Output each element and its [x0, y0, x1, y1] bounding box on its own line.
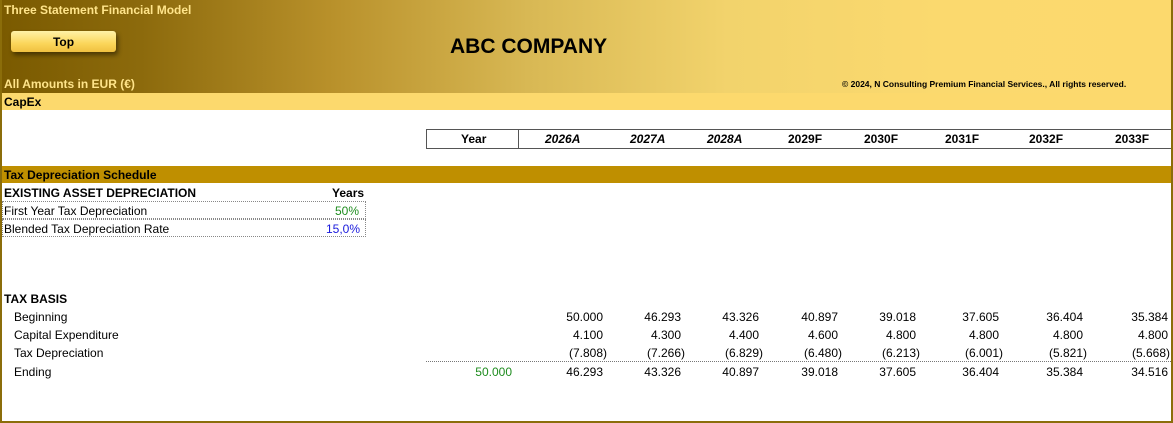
year-col-8: 2033F [1115, 132, 1150, 146]
year-separator [518, 130, 519, 148]
year-col-3: 2028A [707, 132, 743, 146]
row-label-ending: Ending [14, 365, 52, 379]
first-year-row [2, 201, 366, 219]
ending-value: 39.018 [801, 365, 838, 379]
capex-value: 4.400 [728, 328, 759, 342]
beginning-value: 43.326 [722, 310, 759, 324]
beginning-value: 46.293 [644, 310, 681, 324]
tax-depreciation-value: (6.480) [803, 346, 842, 360]
beginning-value: 37.605 [962, 310, 999, 324]
header-banner: Three Statement Financial Model Top ABC … [0, 0, 1173, 93]
beginning-value: 40.897 [801, 310, 838, 324]
years-column-header: Years [332, 186, 365, 200]
blended-rate-row [2, 219, 366, 237]
blended-rate-label: Blended Tax Depreciation Rate [4, 222, 170, 236]
top-button[interactable]: Top [11, 31, 116, 52]
tax-depreciation-value: (6.001) [964, 346, 1003, 360]
row-label-capex: Capital Expenditure [14, 328, 119, 342]
row-label-beginning: Beginning [14, 310, 68, 324]
year-col-1: 2026A [545, 132, 581, 146]
ending-value: 40.897 [722, 365, 759, 379]
year-header-row: Year 2026A 2027A 2028A 2029F 2030F 2031F… [426, 129, 1173, 149]
tax-depreciation-value: (6.829) [724, 346, 763, 360]
tax-depreciation-value: (7.266) [646, 346, 685, 360]
first-year-value[interactable]: 50% [335, 204, 360, 218]
amounts-note: All Amounts in EUR (€) [4, 77, 135, 91]
capex-value: 4.800 [1137, 328, 1168, 342]
year-col-6: 2031F [945, 132, 980, 146]
ending-value: 46.293 [566, 365, 603, 379]
ending-value: 37.605 [879, 365, 916, 379]
app-title: Three Statement Financial Model [4, 3, 192, 17]
copyright-text: © 2024, N Consulting Premium Financial S… [842, 79, 1127, 89]
section-bar-tax-depreciation: Tax Depreciation Schedule [0, 166, 1173, 183]
year-col-2: 2027A [630, 132, 666, 146]
first-year-label: First Year Tax Depreciation [4, 204, 148, 218]
capex-value: 4.300 [650, 328, 681, 342]
tax-depreciation-value: (5.821) [1048, 346, 1087, 360]
beginning-value: 39.018 [879, 310, 916, 324]
capex-value: 4.600 [807, 328, 838, 342]
ending-value: 35.384 [1046, 365, 1083, 379]
year-label: Year [461, 132, 487, 146]
capex-value: 4.800 [885, 328, 916, 342]
ending-value: 36.404 [962, 365, 999, 379]
ending-value: 34.516 [1131, 365, 1168, 379]
year-col-7: 2032F [1029, 132, 1064, 146]
capex-value: 4.800 [1052, 328, 1083, 342]
beginning-value: 35.384 [1131, 310, 1168, 324]
existing-asset-header: EXISTING ASSET DEPRECIATION [4, 186, 197, 200]
blended-rate-value[interactable]: 15,0% [326, 222, 361, 236]
tax-depreciation-value: (6.213) [881, 346, 920, 360]
beginning-value: 50.000 [566, 310, 603, 324]
capex-value: 4.800 [968, 328, 999, 342]
row-label-tax-depreciation: Tax Depreciation [14, 346, 104, 360]
year-col-5: 2030F [864, 132, 899, 146]
capex-value: 4.100 [572, 328, 603, 342]
ending-initial-value[interactable]: 50.000 [475, 365, 512, 379]
section-bar-capex: CapEx [0, 93, 1173, 110]
company-name: ABC COMPANY [450, 35, 608, 58]
tax-depreciation-value: (5.668) [1131, 346, 1170, 360]
ending-value: 43.326 [644, 365, 681, 379]
beginning-value: 36.404 [1046, 310, 1083, 324]
year-col-4: 2029F [788, 132, 823, 146]
tax-depreciation-value: (7.808) [568, 346, 607, 360]
tax-basis-title: TAX BASIS [4, 292, 68, 306]
subtotal-dotted-line [426, 361, 1173, 362]
